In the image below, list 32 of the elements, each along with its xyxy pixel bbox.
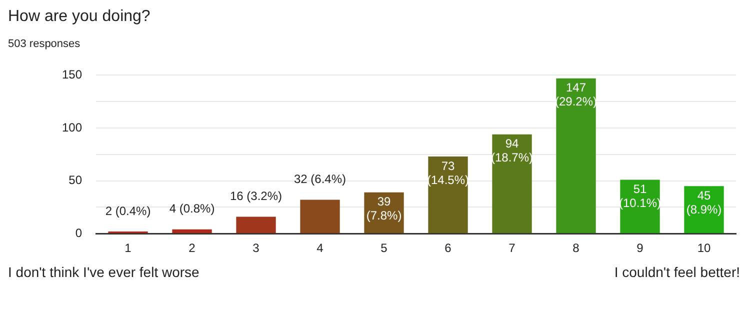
chart-title: How are you doing? (8, 8, 152, 26)
x-tick-label: 4 (316, 241, 324, 256)
y-tick-label: 50 (68, 173, 82, 188)
x-tick-label: 6 (444, 241, 452, 256)
y-tick-label: 0 (75, 226, 82, 240)
data-label: 16 (3.2%) (230, 189, 282, 204)
bar (492, 134, 532, 234)
text: I couldn't feel better! (614, 264, 740, 280)
x-tick-label: 10 (697, 241, 711, 256)
data-label: 94 (18.7%) (490, 136, 534, 165)
x-tick-label: 3 (252, 241, 260, 256)
x-tick-label: 2 (188, 241, 196, 256)
chart-subtitle: 503 responses (8, 38, 82, 50)
x-tick-label: 7 (508, 241, 516, 256)
x-tick-label: 5 (380, 241, 388, 256)
x-tick-label: 8 (572, 241, 580, 256)
data-label: 39 (7.8%) (366, 194, 402, 223)
y-tick-label: 150 (62, 68, 82, 82)
x-tick-label: 1 (124, 241, 132, 256)
text: I don't think I've ever felt worse (8, 264, 200, 280)
data-label: 4 (0.8%) (169, 202, 215, 216)
data-label: 2 (0.4%) (105, 204, 151, 218)
y-tick-label: 100 (62, 120, 82, 134)
bar (300, 200, 340, 234)
bar (556, 78, 596, 234)
x-tick-label: 9 (636, 241, 644, 256)
data-label: 51 (10.1%) (618, 182, 662, 210)
bar (236, 216, 276, 234)
data-label: 45 (8.9%) (686, 188, 722, 216)
bar (620, 180, 660, 234)
bar (172, 229, 212, 234)
data-label: 32 (6.4%) (294, 172, 346, 186)
